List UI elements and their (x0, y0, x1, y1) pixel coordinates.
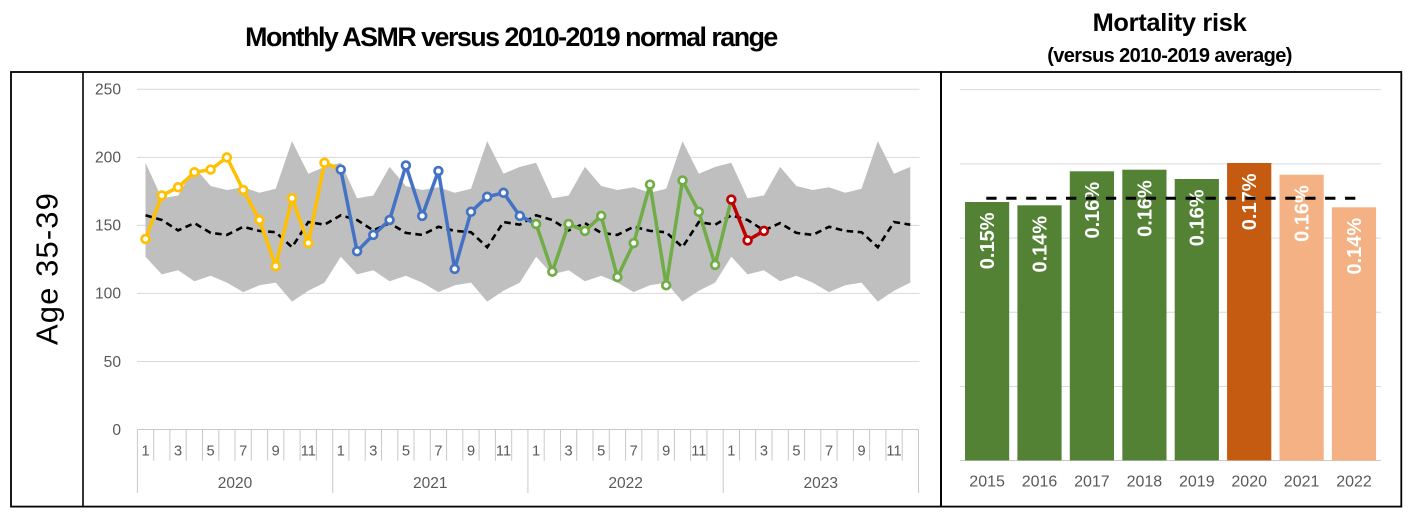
svg-text:3: 3 (760, 444, 768, 460)
svg-text:2018: 2018 (1127, 474, 1163, 491)
svg-text:1: 1 (727, 444, 735, 460)
svg-text:2019: 2019 (1179, 474, 1215, 491)
svg-text:7: 7 (239, 444, 247, 460)
svg-text:7: 7 (434, 444, 442, 460)
svg-text:0.16%: 0.16% (1292, 185, 1314, 242)
svg-text:(versus 2010-2019 average): (versus 2010-2019 average) (1047, 45, 1292, 67)
svg-text:9: 9 (272, 444, 280, 460)
svg-text:0.15%: 0.15% (977, 212, 999, 269)
svg-text:2021: 2021 (413, 475, 447, 492)
svg-text:50: 50 (104, 354, 122, 371)
svg-text:0.17%: 0.17% (1239, 173, 1261, 230)
svg-text:2022: 2022 (608, 475, 642, 492)
svg-text:0.16%: 0.16% (1134, 180, 1156, 237)
svg-text:2020: 2020 (1231, 474, 1267, 491)
svg-text:1: 1 (141, 444, 149, 460)
svg-text:Monthly ASMR versus 2010-2019: Monthly ASMR versus 2010-2019 normal ran… (245, 22, 777, 52)
svg-text:1: 1 (337, 444, 345, 460)
svg-text:3: 3 (565, 444, 573, 460)
svg-text:150: 150 (95, 218, 121, 235)
svg-text:Age 35-39: Age 35-39 (30, 192, 65, 345)
svg-text:0.16%: 0.16% (1082, 182, 1104, 239)
svg-text:11: 11 (691, 444, 706, 460)
svg-text:100: 100 (95, 286, 121, 303)
svg-text:5: 5 (792, 444, 800, 460)
svg-text:2023: 2023 (804, 475, 838, 492)
svg-text:11: 11 (301, 444, 316, 460)
svg-text:0.16%: 0.16% (1187, 189, 1209, 246)
svg-text:2022: 2022 (1336, 474, 1372, 491)
svg-text:11: 11 (886, 444, 901, 460)
svg-text:7: 7 (825, 444, 833, 460)
svg-text:5: 5 (402, 444, 410, 460)
svg-text:9: 9 (857, 444, 865, 460)
svg-text:200: 200 (95, 150, 121, 167)
svg-text:1: 1 (532, 444, 540, 460)
svg-text:250: 250 (95, 82, 121, 99)
svg-text:2021: 2021 (1284, 474, 1320, 491)
svg-text:0.14%: 0.14% (1344, 218, 1366, 275)
svg-text:2017: 2017 (1074, 474, 1110, 491)
svg-text:5: 5 (597, 444, 605, 460)
svg-text:2016: 2016 (1022, 474, 1058, 491)
svg-text:5: 5 (207, 444, 215, 460)
svg-text:7: 7 (630, 444, 638, 460)
svg-text:9: 9 (467, 444, 475, 460)
svg-text:2015: 2015 (969, 474, 1005, 491)
svg-text:0: 0 (112, 422, 121, 439)
svg-text:3: 3 (174, 444, 182, 460)
svg-text:9: 9 (662, 444, 670, 460)
svg-text:Mortality risk: Mortality risk (1093, 9, 1248, 37)
svg-text:3: 3 (369, 444, 377, 460)
svg-text:11: 11 (496, 444, 511, 460)
svg-text:2020: 2020 (218, 475, 253, 492)
svg-text:0.14%: 0.14% (1029, 216, 1051, 273)
